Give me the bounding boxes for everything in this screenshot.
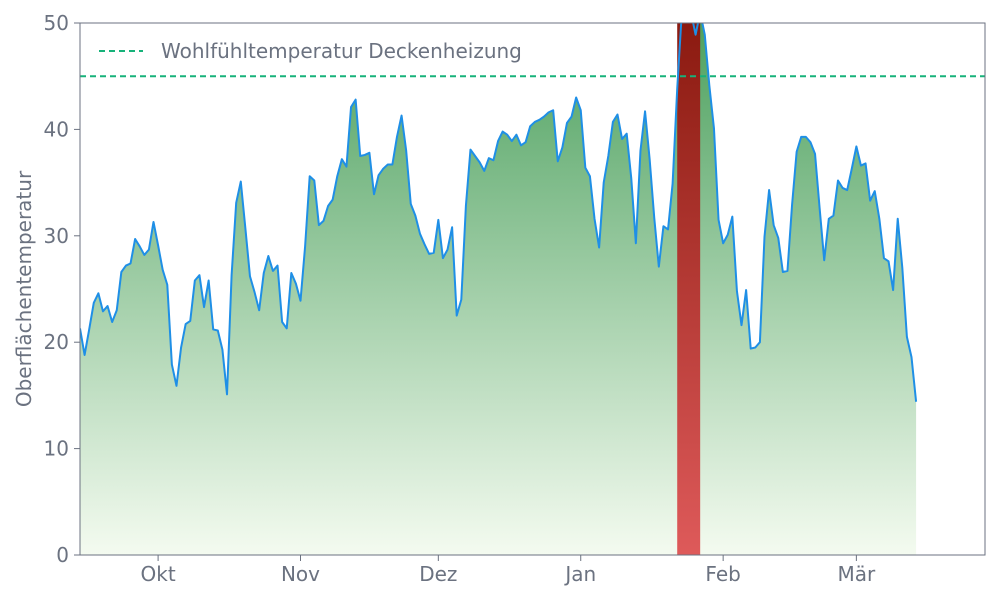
x-tick-label: Mär [838, 562, 877, 586]
temperature-series-line [80, 23, 918, 402]
y-tick-label: 20 [44, 330, 69, 354]
legend-label-reference: Wohlfühltemperatur Deckenheizung [161, 39, 522, 63]
y-tick-label: 10 [44, 437, 69, 461]
highlight-band [677, 23, 701, 555]
y-tick-label: 40 [44, 117, 69, 141]
temperature-area-fill [80, 23, 917, 555]
y-tick-label: 30 [44, 224, 69, 248]
x-tick-label: Nov [281, 562, 320, 586]
plot-area [80, 23, 985, 555]
x-tick-label: Jan [563, 562, 596, 586]
x-tick-label: Okt [141, 562, 176, 586]
plot-frame [79, 22, 986, 556]
y-tick-label: 50 [44, 11, 69, 35]
y-axis-title: Oberflächentemperatur [12, 170, 36, 407]
x-axis: Okt Nov Dez Jan Feb Mär [141, 555, 877, 586]
y-tick-label: 0 [56, 543, 69, 567]
legend: Wohlfühltemperatur Deckenheizung [99, 39, 522, 63]
y-axis: 0 10 20 30 40 50 [44, 11, 80, 567]
x-tick-label: Dez [419, 562, 457, 586]
x-tick-label: Feb [705, 562, 740, 586]
